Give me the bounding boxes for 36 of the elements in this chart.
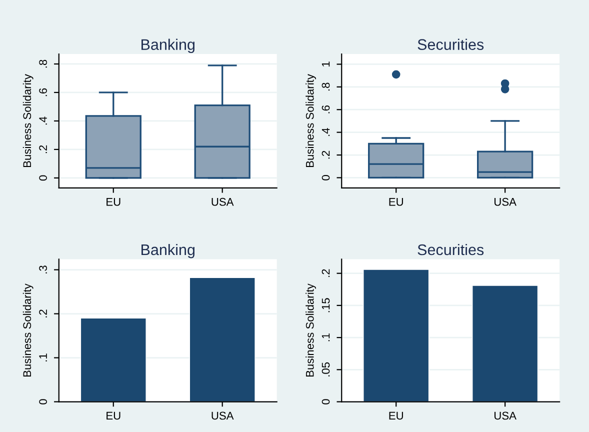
x-tick-label: EU [389, 198, 403, 206]
x-tick-label: USA [212, 198, 234, 206]
y-tick-label: .8 [322, 82, 330, 91]
y-tick-label: .2 [322, 150, 330, 159]
x-tick-label: EU [389, 412, 403, 420]
y-tick-label: .1 [39, 354, 47, 362]
y-tick-label: .8 [39, 60, 47, 68]
y-tick-label: 1 [322, 62, 330, 66]
y-tick-label: .3 [39, 266, 47, 274]
y-tick-label: .05 [322, 362, 330, 376]
y-tick-label: .6 [322, 105, 330, 114]
y-tick-label: .2 [39, 310, 47, 318]
x-tick-label: USA [494, 412, 516, 420]
y-tick-label: 0 [39, 175, 47, 181]
y-tick-label: .2 [322, 269, 330, 277]
chart-title: Banking [142, 244, 194, 258]
chart-title: Banking [142, 38, 194, 54]
x-tick-label: USA [494, 198, 516, 206]
y-tick-label: .6 [39, 88, 47, 96]
y-tick-label: .4 [39, 116, 47, 125]
y-axis-title: Business Solidarity [306, 74, 316, 167]
y-axis-title: Business Solidarity [306, 284, 316, 376]
y-axis-title: Business Solidarity [22, 74, 34, 167]
y-tick-label: .2 [39, 145, 47, 154]
chart-title: Securities [418, 38, 484, 50]
y-tick-label: 0 [322, 175, 330, 180]
chart-title: Securities [418, 244, 484, 256]
y-axis-title: Business Solidarity [22, 284, 34, 376]
x-tick-label: EU [106, 198, 120, 206]
y-tick-label: 0 [39, 399, 47, 404]
y-tick-label: 0 [322, 399, 330, 404]
y-tick-label: .1 [322, 333, 330, 342]
x-tick-label: EU [106, 412, 120, 420]
x-tick-label: USA [212, 412, 234, 420]
y-tick-label: .4 [322, 128, 330, 136]
y-tick-label: .15 [322, 298, 330, 312]
